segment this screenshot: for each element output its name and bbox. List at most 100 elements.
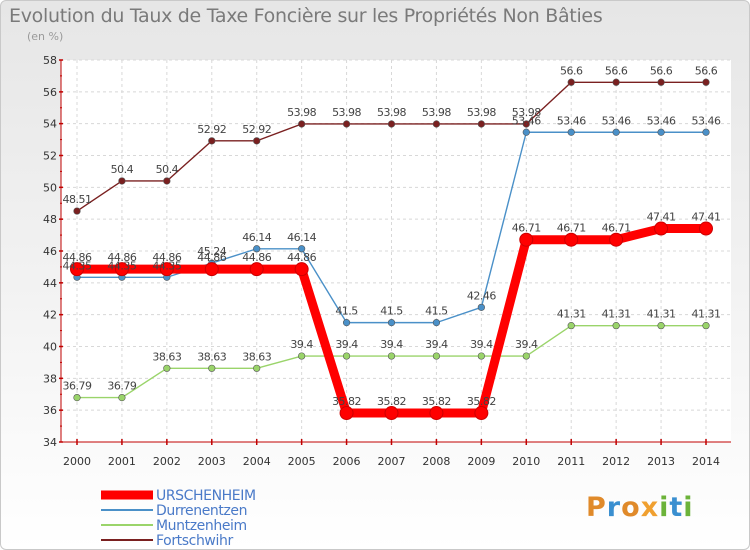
data-label: 46.71 xyxy=(602,222,631,235)
y-tick-label: 36 xyxy=(43,404,57,417)
data-label: 53.46 xyxy=(602,114,631,127)
data-point xyxy=(384,406,399,421)
data-point xyxy=(567,78,575,86)
x-tick-label: 2006 xyxy=(333,455,361,468)
data-label: 48.51 xyxy=(63,193,92,206)
data-label: 53.98 xyxy=(377,106,406,119)
y-tick-label: 46 xyxy=(43,245,57,258)
data-label: 56.6 xyxy=(650,64,673,77)
data-label: 46.71 xyxy=(557,222,586,235)
data-label: 50.4 xyxy=(111,163,134,176)
data-point xyxy=(163,177,171,185)
data-label: 38.63 xyxy=(197,350,226,363)
data-point xyxy=(609,232,624,247)
data-point xyxy=(522,352,530,360)
data-label: 35.82 xyxy=(467,395,496,408)
data-point xyxy=(702,322,710,330)
data-label: 53.46 xyxy=(557,114,586,127)
y-tick-label: 48 xyxy=(43,213,57,226)
x-tick-label: 2001 xyxy=(108,455,136,468)
data-label: 50.4 xyxy=(156,163,179,176)
data-point xyxy=(432,120,441,128)
x-tick-label: 2002 xyxy=(153,455,181,468)
data-point xyxy=(70,262,84,277)
data-label: 41.31 xyxy=(692,308,721,321)
y-tick-label: 38 xyxy=(43,372,57,385)
data-point xyxy=(342,352,351,360)
data-point xyxy=(612,322,620,330)
x-tick-label: 2007 xyxy=(378,455,406,468)
data-point xyxy=(567,322,575,330)
y-tick-label: 44 xyxy=(43,277,57,290)
data-point xyxy=(163,364,171,372)
data-label: 41.5 xyxy=(425,305,448,318)
data-label: 46.71 xyxy=(512,222,541,235)
data-label: 39.4 xyxy=(290,338,313,351)
data-label: 41.31 xyxy=(557,308,586,321)
data-label: 36.79 xyxy=(107,380,136,393)
data-label: 52.92 xyxy=(197,123,226,136)
data-label: 44.86 xyxy=(152,251,181,264)
data-label: 35.82 xyxy=(332,395,361,408)
x-tick-label: 2013 xyxy=(647,455,675,468)
data-point xyxy=(477,352,485,360)
x-tick-label: 2000 xyxy=(63,455,91,468)
data-point xyxy=(699,221,713,236)
data-point xyxy=(654,221,669,236)
x-tick-label: 2008 xyxy=(422,455,450,468)
data-point xyxy=(387,319,396,327)
data-label: 44.35 xyxy=(107,259,136,272)
data-label: 39.4 xyxy=(470,338,493,351)
data-point xyxy=(702,128,710,136)
data-point xyxy=(387,120,396,128)
data-label: 41.31 xyxy=(602,308,631,321)
data-label: 38.63 xyxy=(152,350,181,363)
data-point xyxy=(159,262,174,277)
data-label: 44.86 xyxy=(107,251,136,264)
data-point xyxy=(298,352,306,360)
data-label: 56.6 xyxy=(605,64,628,77)
data-label: 53.46 xyxy=(512,114,541,127)
data-point xyxy=(657,128,665,136)
data-label: 56.6 xyxy=(695,64,718,77)
data-point xyxy=(298,120,306,128)
data-point xyxy=(118,177,126,185)
data-point xyxy=(432,319,441,327)
data-point xyxy=(702,78,710,86)
data-point xyxy=(204,262,219,277)
data-point xyxy=(342,319,351,327)
x-tick-label: 2012 xyxy=(602,455,630,468)
chart-title: Evolution du Taux de Taxe Foncière sur l… xyxy=(9,5,603,27)
data-label: 44.35 xyxy=(152,259,181,272)
data-point xyxy=(519,232,534,247)
data-point xyxy=(114,262,129,277)
data-label: 44.35 xyxy=(63,259,92,272)
data-label: 35.82 xyxy=(377,395,406,408)
x-tick-label: 2005 xyxy=(288,455,316,468)
x-tick-label: 2009 xyxy=(467,455,495,468)
x-tick-label: 2011 xyxy=(557,455,585,468)
legend-label-muntzenheim: Muntzenheim xyxy=(156,518,247,534)
data-label: 42.46 xyxy=(467,289,496,302)
data-point xyxy=(522,120,530,128)
proxiti-logo: Proxiti xyxy=(586,492,694,523)
x-tick-label: 2010 xyxy=(512,455,540,468)
legend-label-urschenheim: URSCHENHEIM xyxy=(156,488,256,504)
data-point xyxy=(657,322,665,330)
data-point xyxy=(73,393,81,402)
data-label: 53.46 xyxy=(692,114,721,127)
data-label: 39.4 xyxy=(335,338,358,351)
data-point xyxy=(657,78,665,86)
data-point xyxy=(298,245,306,253)
data-point xyxy=(477,120,485,128)
data-label: 47.41 xyxy=(692,211,721,224)
data-label: 45.24 xyxy=(197,245,226,258)
legend-label-fortschwihr: Fortschwihr xyxy=(156,533,233,549)
x-tick-label: 2003 xyxy=(198,455,226,468)
data-point xyxy=(429,406,444,421)
data-label: 53.46 xyxy=(647,114,676,127)
data-label: 44.86 xyxy=(287,251,316,264)
data-point xyxy=(432,352,441,360)
data-label: 41.31 xyxy=(647,308,676,321)
